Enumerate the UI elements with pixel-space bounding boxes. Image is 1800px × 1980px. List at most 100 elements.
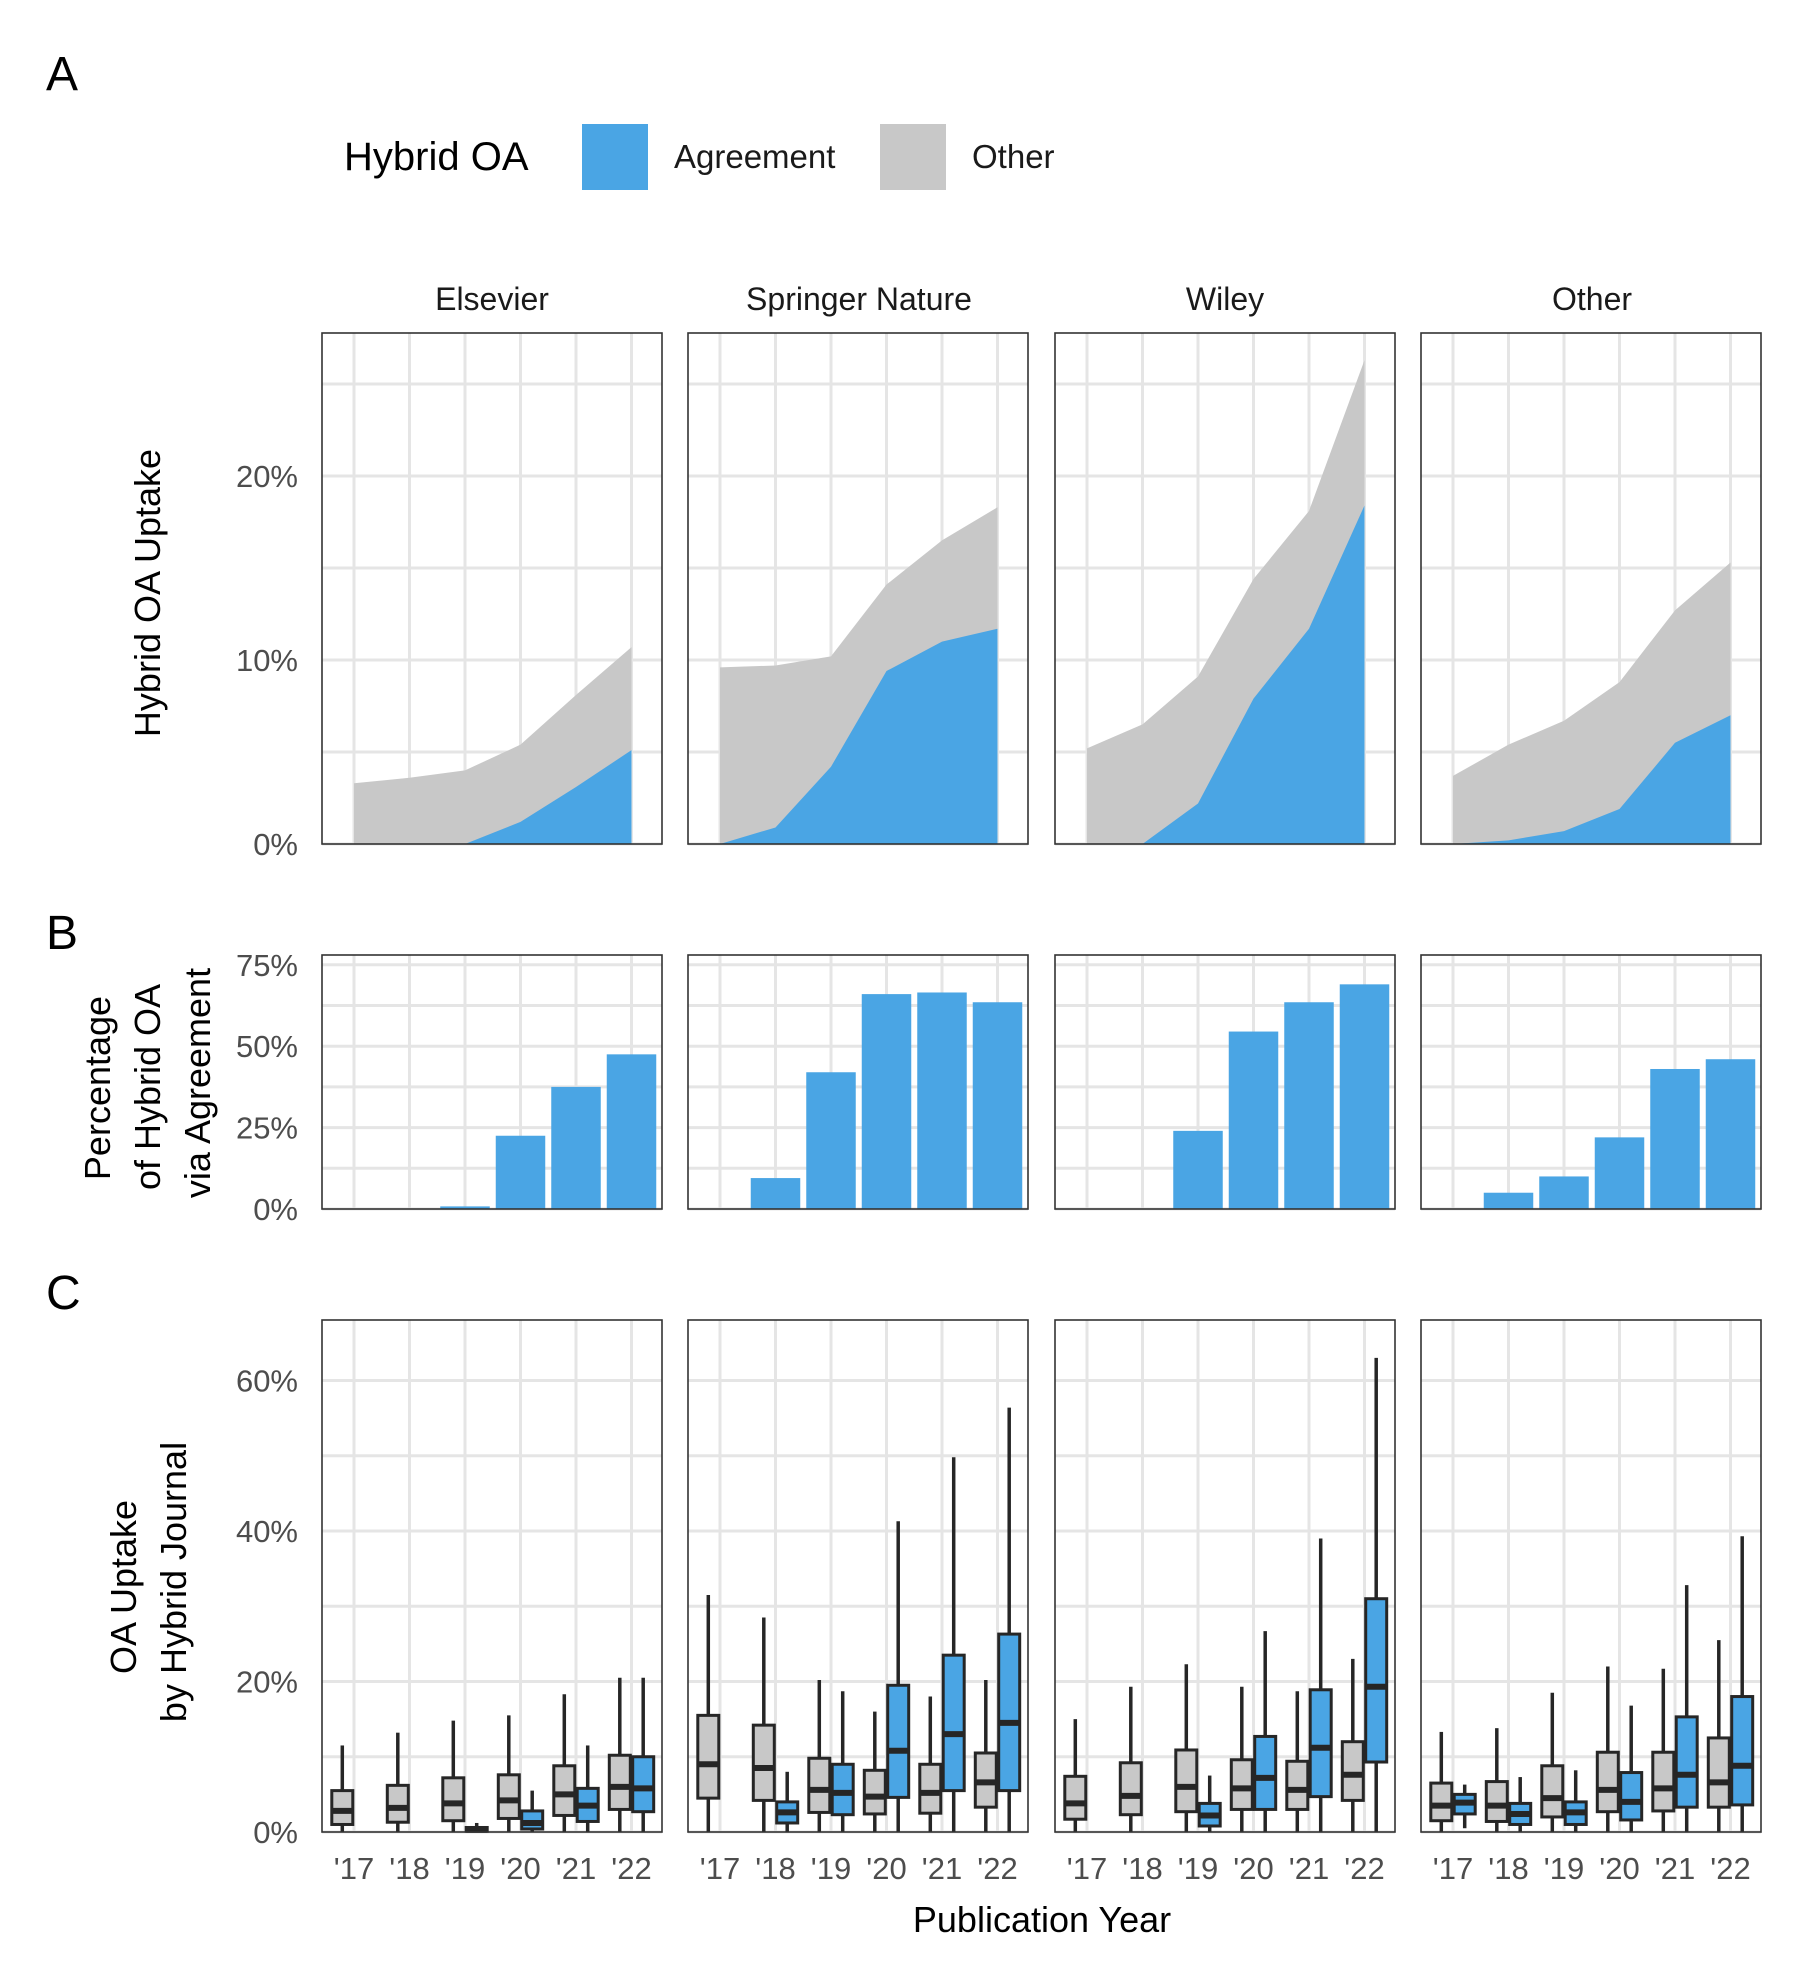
- x-tick-label-springer-nature: '22: [977, 1851, 1017, 1886]
- panel-background: [1421, 955, 1761, 1209]
- panel-a-elsevier: [321, 332, 663, 846]
- legend: Hybrid OA Agreement Other: [344, 124, 1055, 190]
- y-axis-title-c-line1: OA Uptake: [103, 1500, 144, 1674]
- box-body: [552, 1764, 577, 1817]
- panel-frame: [687, 332, 1029, 845]
- panel-frame: [1054, 1319, 1396, 1833]
- legend-label-other: Other: [972, 138, 1055, 175]
- box-body: [1540, 1764, 1565, 1819]
- x-tick-label-other: '22: [1710, 1851, 1750, 1886]
- legend-title: Hybrid OA: [344, 135, 529, 179]
- box-wiley-2019-other: [1174, 1664, 1199, 1832]
- box-body: [886, 1683, 911, 1799]
- y-tick-label-c: 0%: [253, 1815, 298, 1850]
- legend-label-agreement: Agreement: [674, 138, 835, 175]
- box-other-2022-other: [1706, 1640, 1731, 1832]
- bar-other-2018: [1483, 1192, 1534, 1209]
- box-body: [1340, 1740, 1365, 1802]
- box-body: [997, 1632, 1022, 1793]
- box-body: [1118, 1761, 1143, 1817]
- box-body: [918, 1762, 943, 1815]
- box-other-2019-other: [1540, 1692, 1565, 1832]
- x-tick-label-wiley: '21: [1289, 1851, 1329, 1886]
- area-agreement-wiley: [1087, 505, 1365, 844]
- x-tick-label-springer-nature: '18: [755, 1851, 795, 1886]
- y-tick-label-a: 10%: [236, 643, 298, 678]
- box-body: [696, 1713, 721, 1800]
- y-tick-label-a: 0%: [253, 827, 298, 862]
- box-body: [1674, 1715, 1699, 1809]
- panel-frame: [321, 332, 663, 845]
- box-springer-nature-2017-other: [696, 1594, 721, 1832]
- x-tick-label-elsevier: '21: [556, 1851, 596, 1886]
- panel-background: [1055, 955, 1395, 1209]
- box-body: [1364, 1597, 1389, 1764]
- box-body: [941, 1653, 966, 1793]
- x-tick-label-springer-nature: '21: [922, 1851, 962, 1886]
- panel-frame: [1420, 1319, 1762, 1833]
- panel-b-wiley: [1054, 954, 1396, 1211]
- box-wiley-2017-other: [1063, 1719, 1088, 1832]
- bar-springer-nature-2022: [972, 1002, 1023, 1209]
- bar-springer-nature-2020: [861, 994, 912, 1209]
- box-body: [1174, 1748, 1199, 1814]
- box-body: [807, 1756, 832, 1814]
- y-tick-label-b: 50%: [236, 1029, 298, 1064]
- box-other-2022-agreement: [1730, 1536, 1755, 1832]
- panel-background: [1421, 1320, 1761, 1832]
- legend-swatch-agreement: [582, 124, 648, 190]
- panel-b-other: [1420, 954, 1762, 1211]
- y-tick-label-b: 75%: [236, 948, 298, 983]
- box-body: [441, 1776, 466, 1823]
- box-other-2021-agreement: [1674, 1585, 1699, 1832]
- box-elsevier-2020-other: [496, 1715, 521, 1832]
- y-tick-label-c: 60%: [236, 1364, 298, 1399]
- y-tick-label-b: 25%: [236, 1111, 298, 1146]
- plot-area: 0% 10% 20% 0% 25% 50% 75% 0% 20% 40% 60% '17 '18 '19 '…: [236, 332, 1762, 1886]
- bar-springer-nature-2021: [917, 992, 967, 1209]
- panel-frame: [1054, 332, 1396, 845]
- box-body: [1308, 1688, 1333, 1799]
- box-elsevier-2021-agreement: [575, 1745, 600, 1832]
- bar-wiley-2019: [1173, 1130, 1223, 1209]
- panel-letter-c: C: [46, 1267, 81, 1320]
- box-elsevier-2019-agreement: [464, 1822, 489, 1833]
- box-wiley-2022-agreement: [1364, 1357, 1389, 1832]
- box-other-2021-other: [1651, 1668, 1676, 1832]
- box-body: [830, 1762, 855, 1817]
- box-body: [631, 1755, 656, 1814]
- box-body: [1253, 1734, 1278, 1811]
- box-body: [1429, 1781, 1454, 1823]
- box-springer-nature-2020-other: [862, 1711, 887, 1832]
- bar-other-2021: [1650, 1068, 1700, 1209]
- panel-a-other: [1420, 332, 1762, 846]
- box-elsevier-2019-other: [441, 1720, 466, 1832]
- panel-background: [688, 955, 1028, 1209]
- box-other-2020-other: [1595, 1666, 1620, 1832]
- x-tick-label-springer-nature: '19: [811, 1851, 851, 1886]
- area-other-elsevier: [354, 647, 632, 844]
- box-wiley-2019-agreement: [1197, 1775, 1222, 1832]
- panel-background: [1055, 1320, 1395, 1832]
- box-body: [1619, 1771, 1644, 1822]
- box-body: [496, 1773, 521, 1820]
- box-wiley-2020-agreement: [1253, 1631, 1278, 1832]
- area-agreement-springer-nature: [720, 628, 998, 844]
- box-springer-nature-2022-other: [973, 1679, 998, 1832]
- panel-c-springer-nature: [687, 1319, 1029, 1834]
- x-tick-label-other: '21: [1655, 1851, 1695, 1886]
- box-other-2018-agreement: [1508, 1777, 1533, 1832]
- panel-letter-b: B: [46, 907, 78, 960]
- box-springer-nature-2021-other: [918, 1696, 943, 1832]
- box-body: [330, 1789, 355, 1826]
- panel-c-wiley: [1054, 1319, 1396, 1834]
- box-body: [862, 1768, 887, 1816]
- area-agreement-other: [1453, 715, 1731, 844]
- y-axis-title-b: Percentage of Hybrid OA via Agreement: [77, 968, 218, 1198]
- bar-elsevier-2021: [551, 1086, 601, 1209]
- panel-c-elsevier: [321, 1319, 663, 1834]
- box-body: [1285, 1759, 1310, 1811]
- x-tick-label-wiley: '18: [1122, 1851, 1162, 1886]
- bar-elsevier-2020: [495, 1135, 546, 1209]
- box-springer-nature-2018-other: [751, 1617, 776, 1832]
